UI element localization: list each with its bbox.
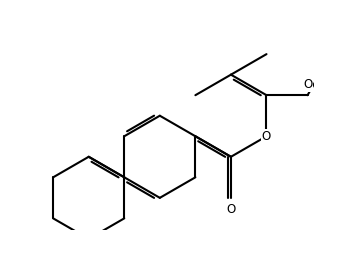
Text: O: O (303, 78, 312, 91)
Text: O: O (262, 130, 271, 143)
Text: O: O (226, 203, 235, 216)
